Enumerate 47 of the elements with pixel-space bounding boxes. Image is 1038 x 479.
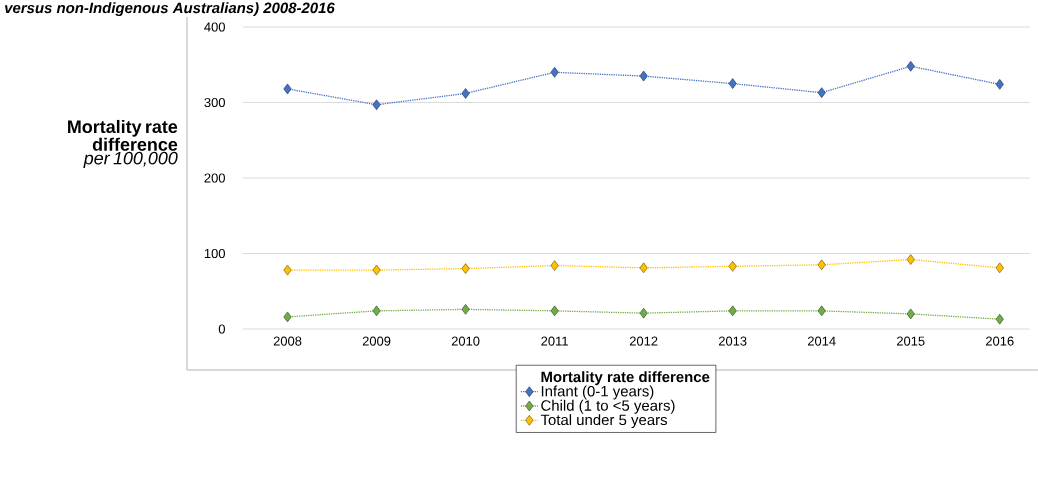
point — [906, 60, 915, 72]
point — [372, 264, 381, 276]
point — [817, 305, 826, 317]
point — [995, 313, 1004, 325]
point — [550, 66, 559, 78]
point — [995, 262, 1004, 274]
point — [639, 307, 648, 319]
y-tick-label: 100 — [204, 248, 225, 259]
x-tick-label: 2016 — [986, 336, 1014, 346]
x-tick-label: 2013 — [718, 336, 747, 346]
x-tick-label: 2008 — [273, 336, 302, 346]
point — [906, 254, 915, 265]
legend-label: Child (1 to <5 years) — [541, 399, 675, 414]
point — [372, 99, 381, 111]
point — [728, 261, 737, 272]
point — [728, 305, 737, 317]
y-tick-label: 0 — [218, 324, 225, 334]
x-tick-label: 2009 — [362, 336, 391, 346]
y-tick-label: 200 — [204, 173, 225, 183]
point — [283, 83, 292, 95]
legend-label: Total under 5 years — [540, 414, 668, 429]
point — [550, 305, 559, 317]
point — [461, 304, 470, 315]
point — [639, 70, 648, 82]
x-tick-label: 2014 — [807, 336, 836, 346]
point — [817, 87, 826, 98]
point — [550, 260, 559, 271]
point — [283, 311, 292, 323]
x-tick-label: 2012 — [629, 336, 658, 346]
y-tick-label: 300 — [204, 97, 225, 108]
y-tick-label: 400 — [204, 22, 225, 32]
point — [283, 264, 292, 276]
chart-title: versus non-Indigenous Australians) 2008-2016 — [5, 2, 335, 17]
legend-title: Mortality rate difference — [541, 371, 710, 386]
point — [639, 262, 648, 274]
y-axis-title: Mortality rate difference per 100,000 — [68, 119, 178, 169]
x-tick-label: 2015 — [896, 336, 925, 346]
point — [906, 308, 915, 320]
point — [995, 79, 1004, 90]
point — [461, 263, 470, 274]
x-tick-label: 2010 — [451, 336, 480, 346]
point — [461, 88, 470, 99]
legend-label: Infant (0-1 years) — [541, 385, 654, 400]
x-tick-label: 2011 — [541, 336, 568, 346]
point — [817, 259, 826, 271]
point — [372, 305, 381, 317]
point — [728, 78, 737, 89]
